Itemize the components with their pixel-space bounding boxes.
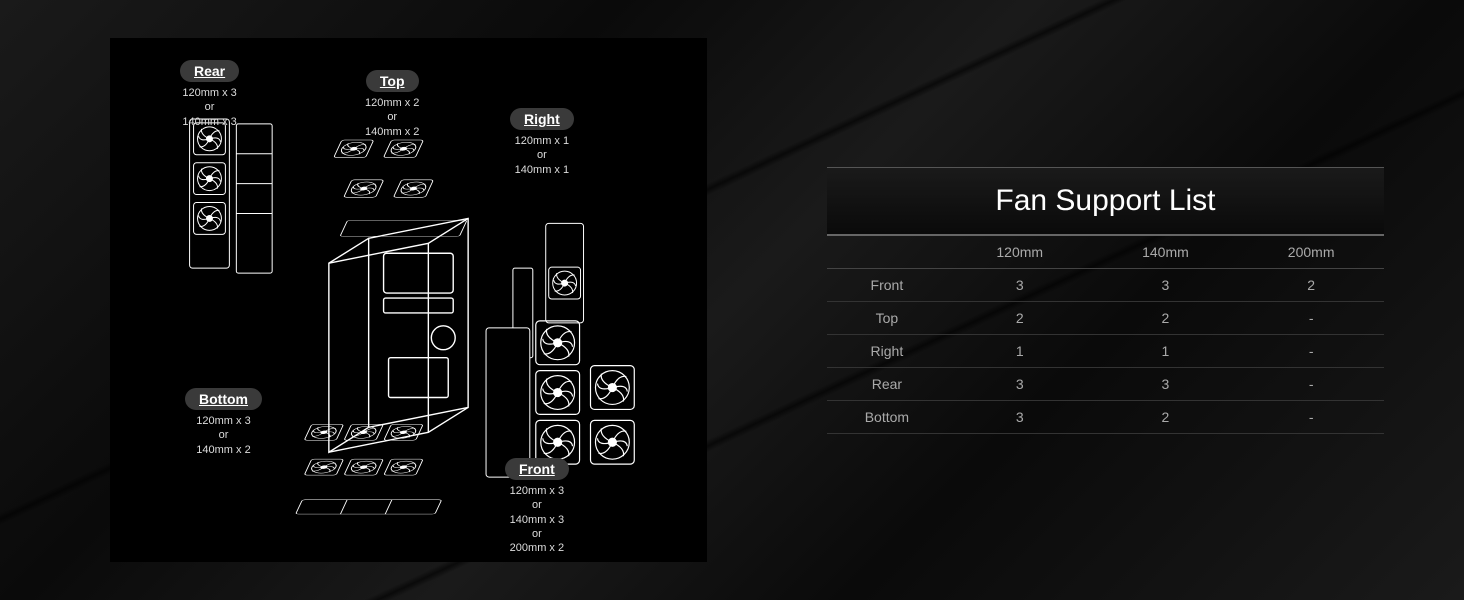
table-cell: - [1238, 367, 1384, 400]
table-cell: 2 [1238, 268, 1384, 301]
spec-rear: 120mm x 3 or 140mm x 3 [180, 86, 239, 129]
table-cell: - [1238, 400, 1384, 433]
table-row: Rear33- [827, 367, 1384, 400]
fan-support-table: 120mm 140mm 200mm Front332Top22-Right11-… [827, 234, 1384, 434]
col-header-200: 200mm [1238, 235, 1384, 269]
table-cell: 1 [947, 334, 1093, 367]
table-cell: 2 [1093, 301, 1239, 334]
pill-bottom: Bottom [185, 388, 262, 410]
table-cell: 3 [947, 268, 1093, 301]
callout-bottom: Bottom 120mm x 3 or 140mm x 2 [185, 388, 262, 457]
pill-front: Front [505, 458, 569, 480]
callout-front: Front 120mm x 3 or 140mm x 3 or 200mm x … [505, 458, 569, 555]
exploded-diagram: Rear 120mm x 3 or 140mm x 3 Top 120mm x … [110, 38, 707, 562]
table-header-row: 120mm 140mm 200mm [827, 235, 1384, 269]
table-row: Front332 [827, 268, 1384, 301]
spec-right: 120mm x 1 or 140mm x 1 [510, 134, 574, 177]
table-cell: 3 [1093, 268, 1239, 301]
table-cell: Top [827, 301, 947, 334]
fan-support-table-panel: Fan Support List 120mm 140mm 200mm Front… [827, 167, 1384, 434]
table-title: Fan Support List [827, 167, 1384, 234]
pill-right: Right [510, 108, 574, 130]
table-row: Bottom32- [827, 400, 1384, 433]
table-cell: 2 [947, 301, 1093, 334]
table-cell: Right [827, 334, 947, 367]
table-body: Front332Top22-Right11-Rear33-Bottom32- [827, 268, 1384, 433]
spec-top: 120mm x 2 or 140mm x 2 [365, 96, 419, 139]
callout-right: Right 120mm x 1 or 140mm x 1 [510, 108, 574, 177]
callout-rear: Rear 120mm x 3 or 140mm x 3 [180, 60, 239, 129]
table-cell: - [1238, 334, 1384, 367]
table-cell: Rear [827, 367, 947, 400]
spec-bottom: 120mm x 3 or 140mm x 2 [185, 414, 262, 457]
col-header-blank [827, 235, 947, 269]
table-cell: 2 [1093, 400, 1239, 433]
table-row: Top22- [827, 301, 1384, 334]
pill-rear: Rear [180, 60, 239, 82]
table-cell: Bottom [827, 400, 947, 433]
table-cell: Front [827, 268, 947, 301]
table-cell: 3 [947, 400, 1093, 433]
callout-top: Top 120mm x 2 or 140mm x 2 [365, 70, 419, 139]
table-cell: 3 [947, 367, 1093, 400]
col-header-120: 120mm [947, 235, 1093, 269]
pill-top: Top [366, 70, 419, 92]
table-cell: 1 [1093, 334, 1239, 367]
table-cell: - [1238, 301, 1384, 334]
table-row: Right11- [827, 334, 1384, 367]
table-cell: 3 [1093, 367, 1239, 400]
spec-front: 120mm x 3 or 140mm x 3 or 200mm x 2 [505, 484, 569, 555]
col-header-140: 140mm [1093, 235, 1239, 269]
